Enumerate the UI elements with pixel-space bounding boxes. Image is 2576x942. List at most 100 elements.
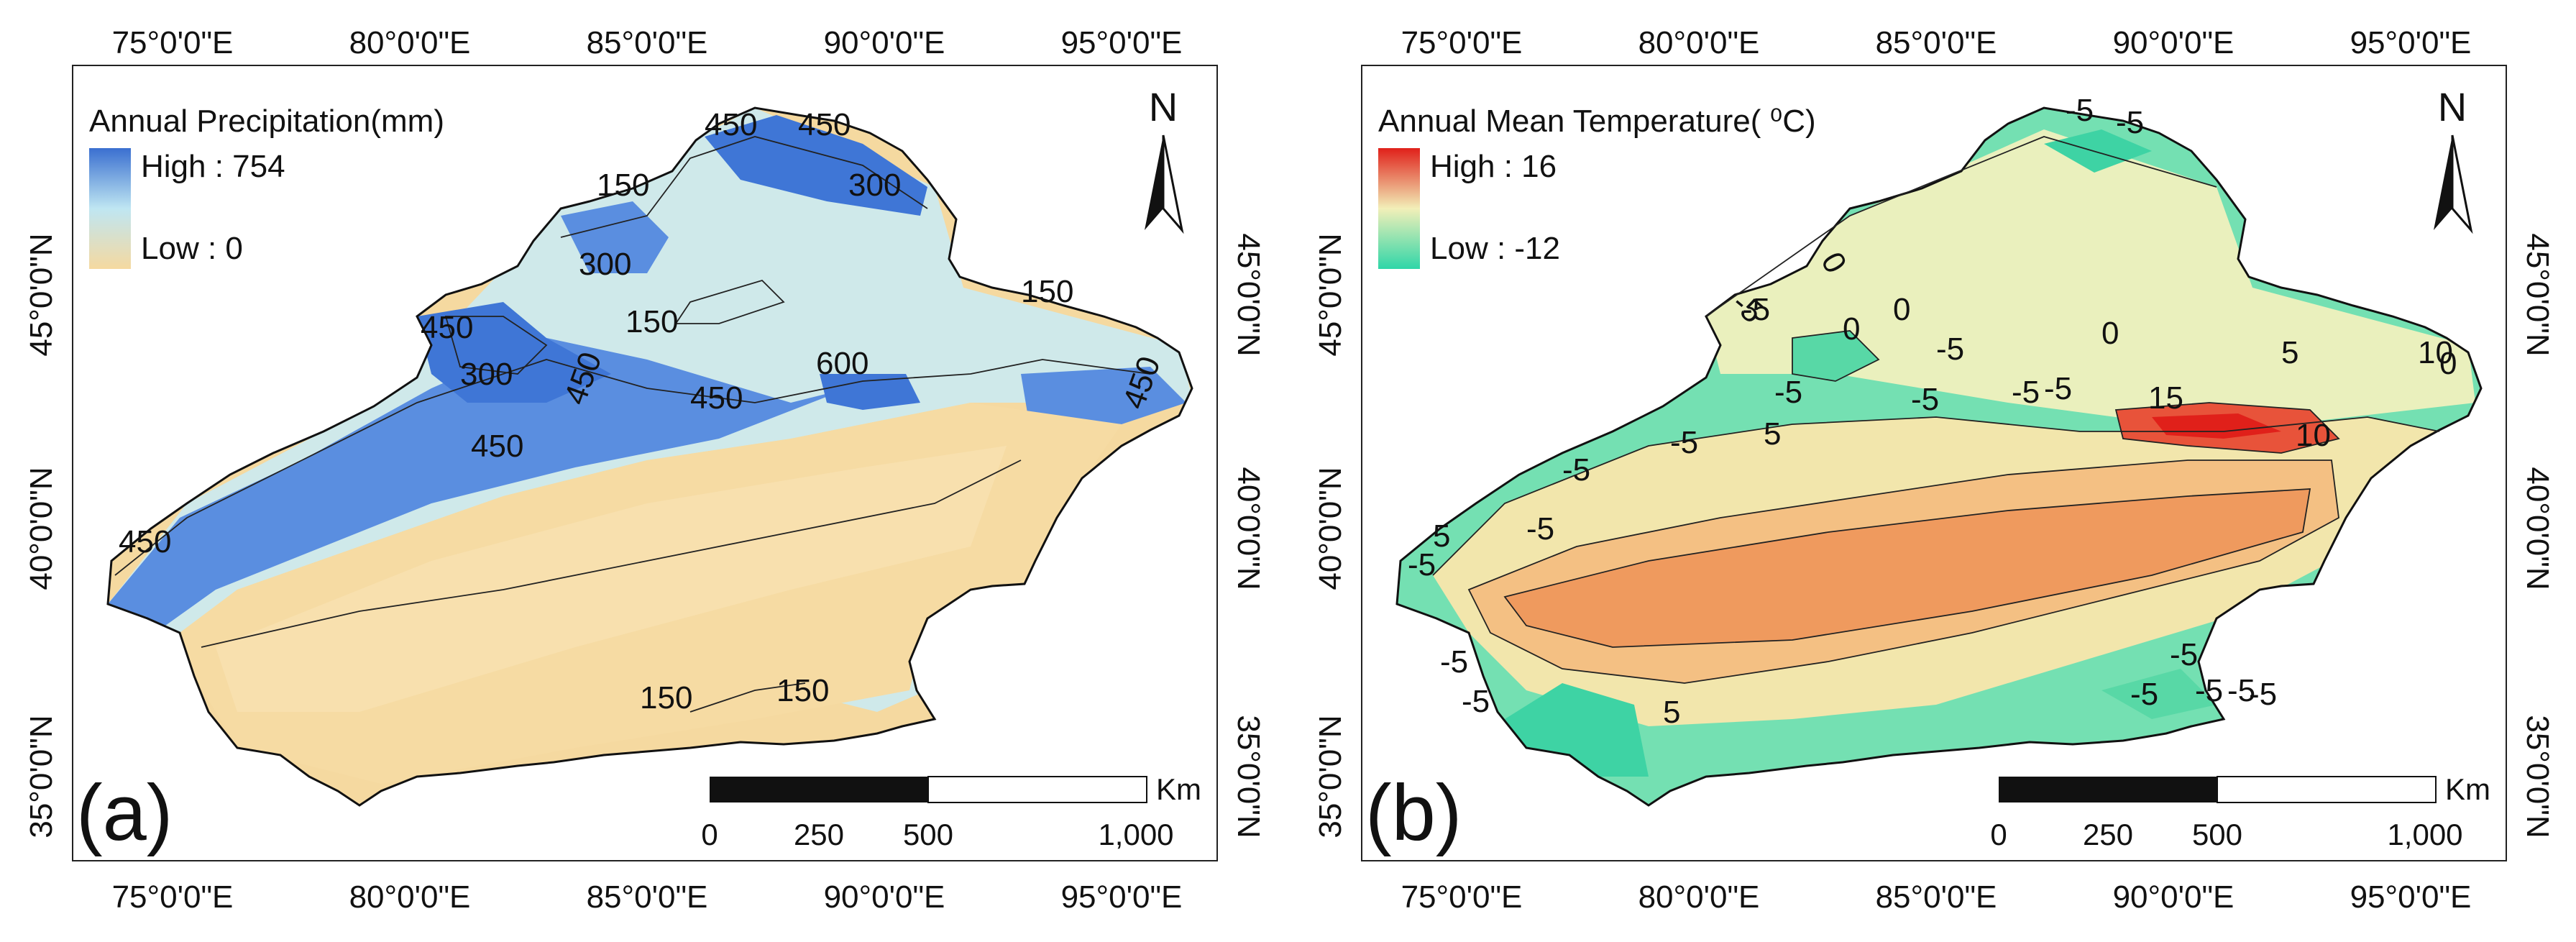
bottom-tick-label: 80°0'0"E [349, 879, 471, 915]
contour-label: 450 [690, 380, 743, 416]
scale-bar: Km 0 250 500 1,000 [1990, 772, 2490, 851]
panel-label: (a) [76, 769, 173, 857]
contour-label: 450 [705, 107, 757, 142]
right-tick-label: 35°0'0"N [2520, 715, 2555, 838]
map-b-canvas: -5 -5 0 -5 0 0 -5 0 5 10 -5 -5 -5 15 10 … [1313, 25, 2555, 915]
contour-label: -5 [1440, 644, 1468, 680]
contour-label: -5 [2012, 375, 2040, 410]
contour-label: -5 [2130, 677, 2158, 712]
top-tick-label: 90°0'0"E [2113, 25, 2234, 60]
bottom-tick-label: 80°0'0"E [1638, 879, 1760, 915]
contour-label: 600 [816, 346, 868, 381]
contour-lines [1432, 136, 2440, 684]
contour-label: -5 [1526, 511, 1554, 547]
scale-tick: 1,000 [2387, 818, 2462, 851]
north-arrow-icon: N [2434, 84, 2473, 234]
legend-color-ramp [89, 148, 131, 269]
bottom-tick-label: 95°0'0"E [2350, 879, 2472, 915]
contour-label: 10 [2296, 418, 2331, 453]
contour-label: 0 [1893, 292, 1910, 327]
contour-label: -5 [1936, 331, 1964, 367]
contour-label: 300 [579, 247, 631, 282]
contour-label: 450 [421, 310, 473, 345]
bottom-tick-label: 85°0'0"E [1876, 879, 1997, 915]
legend-low-label: Low : -12 [1430, 231, 1560, 266]
contour-label: 300 [460, 357, 513, 392]
scale-tick: 250 [2083, 818, 2133, 851]
north-arrow-label: N [1149, 84, 1178, 129]
top-tick-label: 80°0'0"E [349, 25, 471, 60]
contour-label: 5 [2281, 335, 2298, 370]
legend-color-ramp [1378, 148, 1420, 269]
contour-label: -5 [2044, 371, 2072, 406]
scale-tick: 0 [701, 818, 718, 851]
north-arrow-icon: N [1145, 84, 1184, 234]
bottom-tick-label: 90°0'0"E [824, 879, 945, 915]
panel-b-temperature-map: -5 -5 0 -5 0 0 -5 0 5 10 -5 -5 -5 15 10 … [1289, 0, 2576, 942]
contour-label: 5 [1433, 518, 1450, 554]
contour-label: -5 [1911, 382, 1939, 417]
contour-label: 150 [776, 673, 829, 708]
scale-bar: Km 0 250 500 1,000 [701, 772, 1201, 851]
bottom-tick-label: 75°0'0"E [112, 879, 234, 915]
legend-high-label: High : 16 [1430, 149, 1557, 184]
scale-tick: 500 [903, 818, 953, 851]
top-tick-label: 95°0'0"E [2350, 25, 2472, 60]
right-tick-label: 45°0'0"N [1231, 233, 1266, 356]
contour-label: 0 [2439, 346, 2457, 381]
contour-label: 0 [2101, 316, 2119, 351]
contour-label: -5 [1462, 684, 1490, 719]
axis-labels: 75°0'0"E 80°0'0"E 85°0'0"E 90°0'0"E 95°0… [24, 25, 1266, 915]
bottom-tick-label: 95°0'0"E [1061, 879, 1183, 915]
contour-label: -5 [2249, 677, 2277, 712]
top-tick-label: 90°0'0"E [824, 25, 945, 60]
contour-label: 450 [798, 107, 851, 142]
top-tick-label: 95°0'0"E [1061, 25, 1183, 60]
legend-low-label: Low : 0 [141, 231, 243, 266]
right-tick-label: 40°0'0"N [1231, 467, 1266, 590]
bottom-tick-label: 85°0'0"E [587, 879, 708, 915]
contour-label: 0 [1843, 311, 1860, 347]
contour-label: 450 [471, 429, 523, 464]
contour-label: -5 [1670, 425, 1698, 460]
contour-label: -5 [2170, 637, 2198, 672]
contour-label: -5 [1774, 375, 1802, 410]
contour-label: 150 [597, 168, 649, 203]
scale-tick: 1,000 [1098, 818, 1173, 851]
left-tick-label: 35°0'0"N [24, 715, 59, 838]
left-tick-label: 40°0'0"N [24, 467, 59, 590]
scale-unit: Km [1156, 772, 1201, 806]
scale-unit: Km [2445, 772, 2490, 806]
left-tick-label: 45°0'0"N [24, 233, 59, 356]
scale-tick: 0 [1990, 818, 2007, 851]
contour-label: 15 [2148, 380, 2183, 416]
right-tick-label: 45°0'0"N [2520, 233, 2555, 356]
contour-label: 450 [119, 524, 171, 559]
contour-label: 10 [2418, 335, 2453, 370]
scale-tick: 250 [794, 818, 844, 851]
legend-title: Annual Mean Temperature( ⁰C) [1378, 104, 1816, 139]
north-arrow-label: N [2438, 84, 2467, 129]
top-tick-label: 75°0'0"E [112, 25, 234, 60]
right-tick-label: 40°0'0"N [2520, 467, 2555, 590]
panel-a-precipitation-map: 450 450 300 150 300 150 450 300 450 150 … [0, 0, 1287, 942]
top-tick-label: 80°0'0"E [1638, 25, 1760, 60]
contour-label: -5 [1562, 452, 1590, 488]
contour-label: 300 [848, 168, 901, 203]
left-tick-label: 35°0'0"N [1313, 715, 1348, 838]
contour-label: 5 [1663, 695, 1680, 730]
map-a-canvas: 450 450 300 150 300 150 450 300 450 150 … [24, 25, 1266, 915]
contour-label: 150 [625, 304, 678, 339]
scale-tick: 500 [2192, 818, 2242, 851]
contour-label-group: 450 450 300 150 300 150 450 300 450 150 … [119, 107, 1168, 715]
contour-label: -5 [2116, 105, 2144, 140]
contour-label: 150 [640, 680, 692, 715]
contour-label: -5 [2195, 673, 2223, 708]
axis-labels: 75°0'0"E 80°0'0"E 85°0'0"E 90°0'0"E 95°0… [1313, 25, 2555, 915]
contour-label: -5 [1408, 547, 1436, 582]
right-tick-label: 35°0'0"N [1231, 715, 1266, 838]
legend-high-label: High : 754 [141, 149, 285, 184]
contour-label: -5 [2066, 93, 2094, 128]
contour-label: 150 [1021, 274, 1073, 309]
contour-label: 5 [1764, 416, 1781, 452]
